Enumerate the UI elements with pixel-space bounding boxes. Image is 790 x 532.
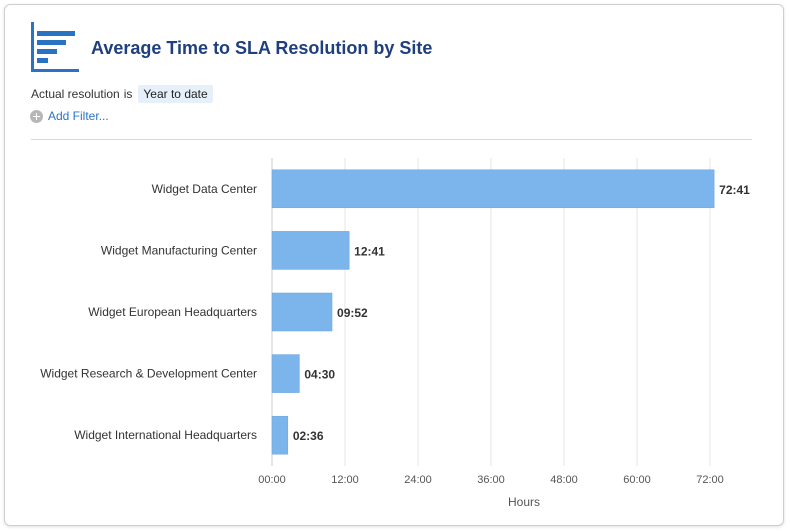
x-tick-label: 60:00 (623, 474, 651, 486)
category-label: Widget Manufacturing Center (101, 243, 257, 257)
bar (271, 292, 333, 332)
filter-summary: Actual resolution is Year to date (31, 85, 213, 103)
page-title: Average Time to SLA Resolution by Site (91, 38, 433, 58)
x-tick-label: 12:00 (331, 474, 359, 486)
data-label: 04:30 (304, 368, 335, 382)
category-label: Widget Research & Development Center (40, 367, 257, 381)
data-label: 09:52 (337, 306, 368, 320)
category-label: Widget International Headquarters (74, 428, 257, 442)
bar-chart-logo-icon (31, 22, 79, 72)
bar (271, 169, 715, 209)
x-tick-label: 72:00 (696, 474, 724, 486)
filter-value-chip[interactable]: Year to date (138, 85, 213, 103)
plus-circle-icon (30, 109, 43, 123)
add-filter-label: Add Filter... (48, 109, 109, 123)
add-filter-link[interactable]: Add Filter... (30, 109, 109, 123)
data-label: 02:36 (293, 429, 324, 443)
filter-field-label: Actual resolution (31, 87, 120, 101)
data-label: 72:41 (719, 183, 750, 197)
bar (271, 354, 300, 393)
x-tick-label: 00:00 (258, 474, 286, 486)
category-label: Widget European Headquarters (88, 305, 257, 319)
x-tick-label: 36:00 (477, 474, 505, 486)
filter-operator: is (123, 87, 133, 101)
x-axis-title: Hours (508, 495, 540, 509)
bar (271, 231, 350, 270)
divider (31, 139, 752, 140)
x-tick-label: 48:00 (550, 474, 578, 486)
report-card (4, 4, 784, 526)
x-tick-label: 24:00 (404, 474, 432, 486)
data-label: 12:41 (354, 244, 385, 258)
category-label: Widget Data Center (152, 182, 257, 196)
bar (271, 415, 289, 455)
